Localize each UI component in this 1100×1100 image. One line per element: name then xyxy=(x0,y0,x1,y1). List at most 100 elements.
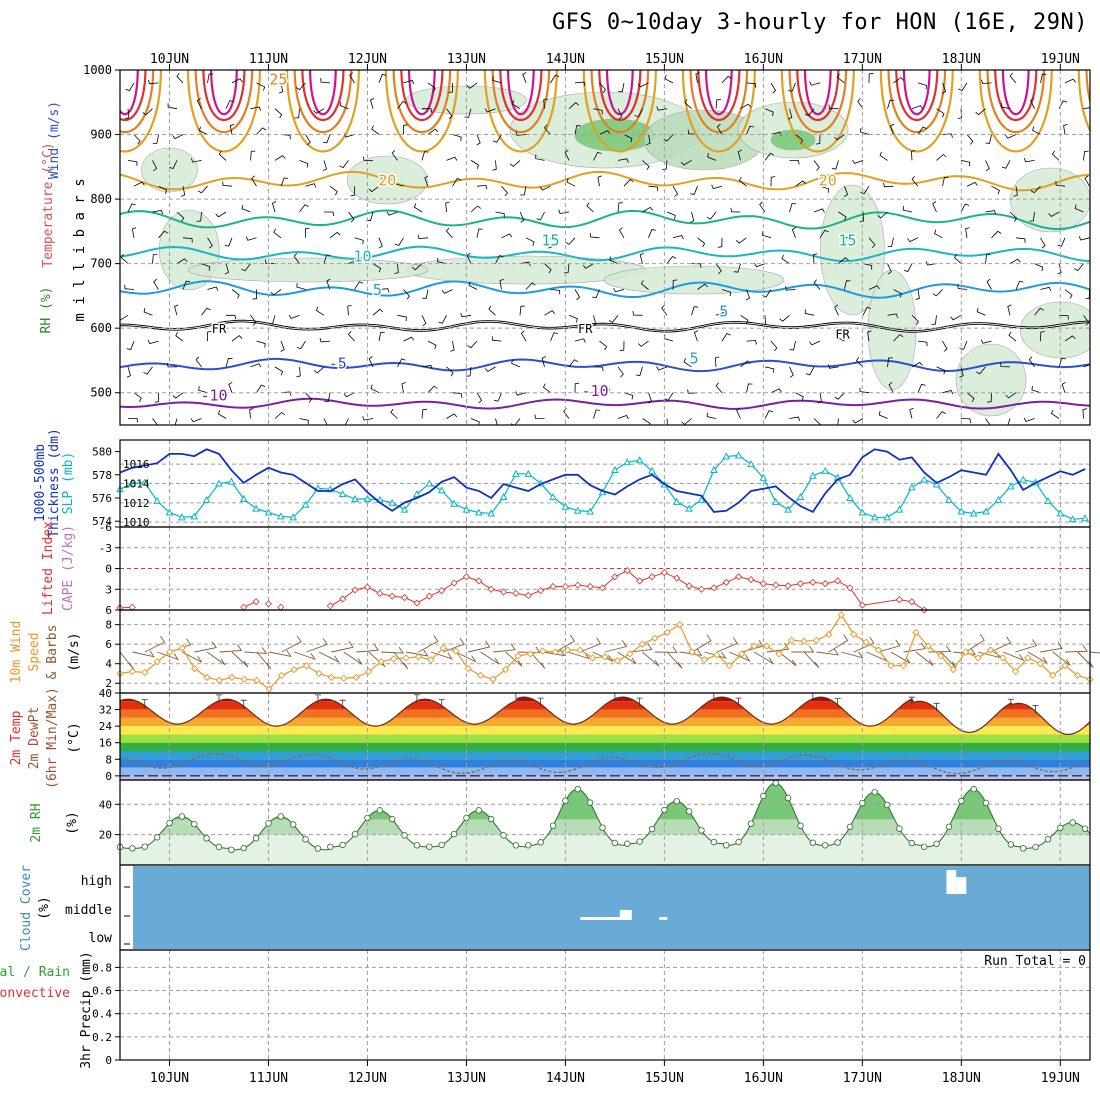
wind-barb xyxy=(1040,286,1052,292)
wind-barb xyxy=(421,151,429,161)
wind-barb xyxy=(1057,237,1066,247)
rh2m-point xyxy=(302,836,309,843)
wind-barb xyxy=(517,646,541,654)
wind-barb xyxy=(368,185,380,193)
temp-panel: 0 8 16 24 32 40 xyxy=(99,687,1090,783)
lifted-index-point xyxy=(710,584,718,592)
wind-barb xyxy=(418,635,439,653)
label-upper-wind: Wind (m/s) xyxy=(47,101,62,179)
wind-barb xyxy=(574,382,580,393)
wind-barb xyxy=(348,259,360,265)
wind-barb xyxy=(198,126,208,135)
label-lifted: Lifted Index xyxy=(41,521,56,615)
wind-barb xyxy=(890,651,911,664)
wind-speed-point xyxy=(663,628,671,637)
wind-barb xyxy=(460,312,472,318)
label-slp: SLP (mb) xyxy=(61,452,76,515)
wind-barb xyxy=(770,176,776,187)
wind-barb xyxy=(592,315,597,327)
slp-point xyxy=(722,452,731,460)
rh2m-point xyxy=(945,823,953,830)
wind-barb xyxy=(448,82,453,93)
wind-speed-point xyxy=(377,658,385,666)
surface-isotherm xyxy=(697,70,741,122)
rh2m-point xyxy=(1069,819,1076,826)
wind-barb xyxy=(1083,315,1090,326)
wind-barb xyxy=(746,340,757,345)
wind-barb xyxy=(370,98,375,109)
lifted-index-point xyxy=(351,586,359,594)
rh2m-point xyxy=(698,827,705,834)
wind-barb xyxy=(1074,204,1084,213)
wind-barb xyxy=(1028,356,1035,368)
wind-barb xyxy=(609,256,619,264)
wind-barb xyxy=(816,648,840,656)
wind-barb xyxy=(623,392,634,400)
wind-barb xyxy=(299,418,309,425)
wind-speed-point xyxy=(787,636,796,644)
cloud-level-label: low xyxy=(89,931,113,946)
wind-barb xyxy=(1005,134,1017,139)
minmax-marker xyxy=(314,694,321,703)
slp-point xyxy=(796,492,805,501)
lifted-index-point xyxy=(796,580,805,588)
wind-barb xyxy=(119,651,135,670)
surface-isotherm xyxy=(879,70,954,153)
wind-barb xyxy=(862,263,873,270)
rh2m-point xyxy=(228,846,235,854)
wind-barb xyxy=(931,315,937,325)
wind-barb xyxy=(942,340,948,352)
wind-barb xyxy=(520,186,527,196)
rh2m-point xyxy=(834,839,841,846)
wind-barb xyxy=(893,334,904,342)
wind-barb xyxy=(215,211,227,218)
label-precip-3: 3hr Precip (mm) xyxy=(79,951,94,1068)
wind-barb xyxy=(579,637,602,653)
wind-barb xyxy=(492,76,502,84)
wind-barb xyxy=(229,123,235,135)
wind-barb xyxy=(319,337,331,343)
surface-isotherm xyxy=(605,70,634,116)
dewpoint-line xyxy=(120,752,1090,775)
y-tick-label: 2 xyxy=(105,677,112,690)
rh2m-point xyxy=(1007,841,1015,848)
wind-speed-point xyxy=(738,650,746,658)
wind-barb xyxy=(666,255,677,264)
x-tick-label-bottom: 11JUN xyxy=(249,1071,288,1086)
wind-barb xyxy=(907,237,919,243)
slp-point xyxy=(883,513,891,521)
wind-barb xyxy=(128,418,139,423)
label-rh2m-unit: (%) xyxy=(65,811,80,834)
wind-barb xyxy=(224,237,233,247)
wind-barb xyxy=(604,640,628,653)
wind-barb xyxy=(642,418,651,425)
wind-barb xyxy=(530,651,546,669)
surface-isotherm xyxy=(285,70,360,153)
slp-point xyxy=(945,495,953,503)
wind-barb xyxy=(1009,258,1021,264)
lifted-index-point xyxy=(561,582,569,591)
wind-barb xyxy=(190,158,202,163)
wind-barb xyxy=(672,235,684,240)
wind-barb xyxy=(495,418,498,425)
lifted-index-point xyxy=(809,578,817,586)
wind-barb xyxy=(1009,72,1017,84)
wind-barb xyxy=(394,237,404,246)
thickness-line xyxy=(119,448,1086,514)
wind-barb xyxy=(917,383,926,393)
wind-barb xyxy=(343,392,355,398)
wind-barb xyxy=(764,410,774,419)
wind-barb xyxy=(1001,160,1011,169)
wind-speed-point xyxy=(153,658,161,666)
isotherm-label: 15 xyxy=(838,231,856,249)
x-tick-label-top: 14JUN xyxy=(546,52,585,67)
wind-speed-point xyxy=(1036,660,1044,668)
wind-barb xyxy=(294,108,300,119)
temp-color-band xyxy=(120,759,1090,768)
wind-barb xyxy=(770,388,782,394)
wind-barb xyxy=(182,237,193,243)
wind-barb xyxy=(169,160,178,169)
rh2m-point xyxy=(388,815,396,823)
wind-barb xyxy=(250,363,262,368)
rh2m-point xyxy=(797,822,804,829)
